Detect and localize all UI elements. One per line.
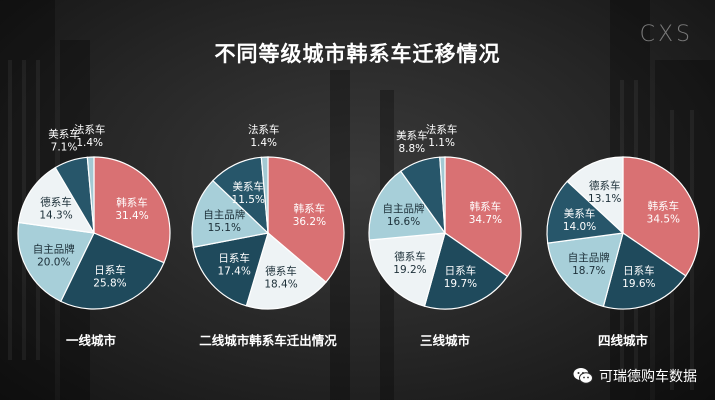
pie-slice (368, 170, 447, 241)
slice-value-label: 8.8% (398, 143, 425, 155)
slice-value-label: 34.5% (647, 214, 680, 226)
slice-value-label: 31.4% (115, 210, 148, 222)
slice-value-label: 7.1% (51, 142, 78, 154)
pie-slice (546, 180, 625, 244)
pie-slice (423, 232, 509, 310)
pie-slice (245, 231, 327, 310)
slice-name-label: 自主品牌 (383, 202, 425, 215)
slice-name-label: 日系车 (623, 264, 655, 277)
pie-slice (547, 232, 624, 308)
slice-name-label: 德系车 (589, 179, 621, 192)
cxs-logo: CXS (639, 22, 693, 47)
slice-name-label: 法系车 (74, 123, 106, 136)
slice-value-label: 18.7% (572, 265, 605, 277)
slice-name-label: 美系车 (564, 207, 596, 220)
caption-tier4: 四线城市 (597, 333, 649, 348)
slice-name-label: 德系车 (40, 196, 72, 209)
slice-name-label: 韩系车 (116, 196, 148, 209)
pie-slice (444, 156, 522, 278)
pie-slice (260, 156, 269, 234)
brand-name: 可瑞德购车数据 (599, 369, 697, 385)
slice-value-label: 1.4% (250, 137, 277, 149)
slice-name-label: 法系车 (426, 123, 458, 136)
pie-slice (59, 232, 165, 310)
slice-value-label: 18.4% (264, 279, 297, 291)
slice-value-label: 14.3% (39, 210, 72, 222)
slice-value-label: 13.1% (588, 193, 621, 205)
pie-slice (191, 179, 270, 248)
pie-slice (602, 232, 687, 310)
slice-value-label: 36.2% (293, 216, 326, 228)
slice-name-label: 韩系车 (294, 202, 326, 215)
slice-value-label: 15.1% (208, 222, 241, 234)
slice-name-label: 自主品牌 (203, 208, 245, 221)
slice-value-label: 11.5% (232, 194, 265, 206)
slice-name-label: 德系车 (394, 250, 426, 263)
slice-value-label: 25.8% (93, 278, 126, 290)
slice-value-label: 19.2% (393, 264, 426, 276)
slice-name-label: 韩系车 (648, 200, 680, 213)
pie-slice (267, 156, 345, 284)
pie-slice (439, 156, 446, 234)
slice-value-label: 17.4% (217, 266, 250, 278)
slice-name-label: 德系车 (265, 265, 297, 278)
pie-slice (368, 232, 446, 307)
slice-value-label: 34.7% (469, 214, 502, 226)
slice-name-label: 法系车 (248, 123, 280, 136)
pie-slice (18, 166, 96, 234)
slice-name-label: 韩系车 (470, 200, 502, 213)
footer-brand: 可瑞德购车数据 (573, 366, 697, 386)
pie-slice (17, 221, 95, 303)
slice-value-label: 16.6% (387, 216, 420, 228)
slice-value-label: 20.0% (37, 256, 70, 268)
slice-name-label: 日系车 (94, 264, 126, 277)
pie-slice (192, 232, 269, 307)
caption-tier1: 一线城市 (65, 333, 117, 348)
wechat-icon (573, 368, 593, 384)
slice-name-label: 美系车 (396, 129, 428, 142)
pie-slice (622, 156, 700, 277)
slice-value-label: 19.7% (444, 278, 477, 290)
slice-value-label: 19.6% (622, 278, 655, 290)
slice-name-label: 自主品牌 (568, 251, 610, 264)
slice-name-label: 自主品牌 (33, 242, 75, 255)
slice-value-label: 1.4% (76, 137, 103, 149)
pie-slice (93, 156, 171, 264)
caption-tier2: 二线城市韩系车迁出情况 (199, 333, 337, 348)
slice-value-label: 1.1% (428, 137, 455, 149)
page-title: 不同等级城市韩系车迁移情况 (214, 42, 501, 66)
slice-name-label: 美系车 (48, 128, 80, 141)
slice-name-label: 日系车 (218, 252, 250, 265)
caption-tier3: 三线城市 (419, 333, 471, 348)
slice-name-label: 美系车 (232, 180, 264, 193)
slice-value-label: 14.0% (563, 221, 596, 233)
pie-slice (566, 156, 624, 235)
pie-slice (86, 156, 95, 234)
slice-name-label: 日系车 (445, 264, 477, 277)
